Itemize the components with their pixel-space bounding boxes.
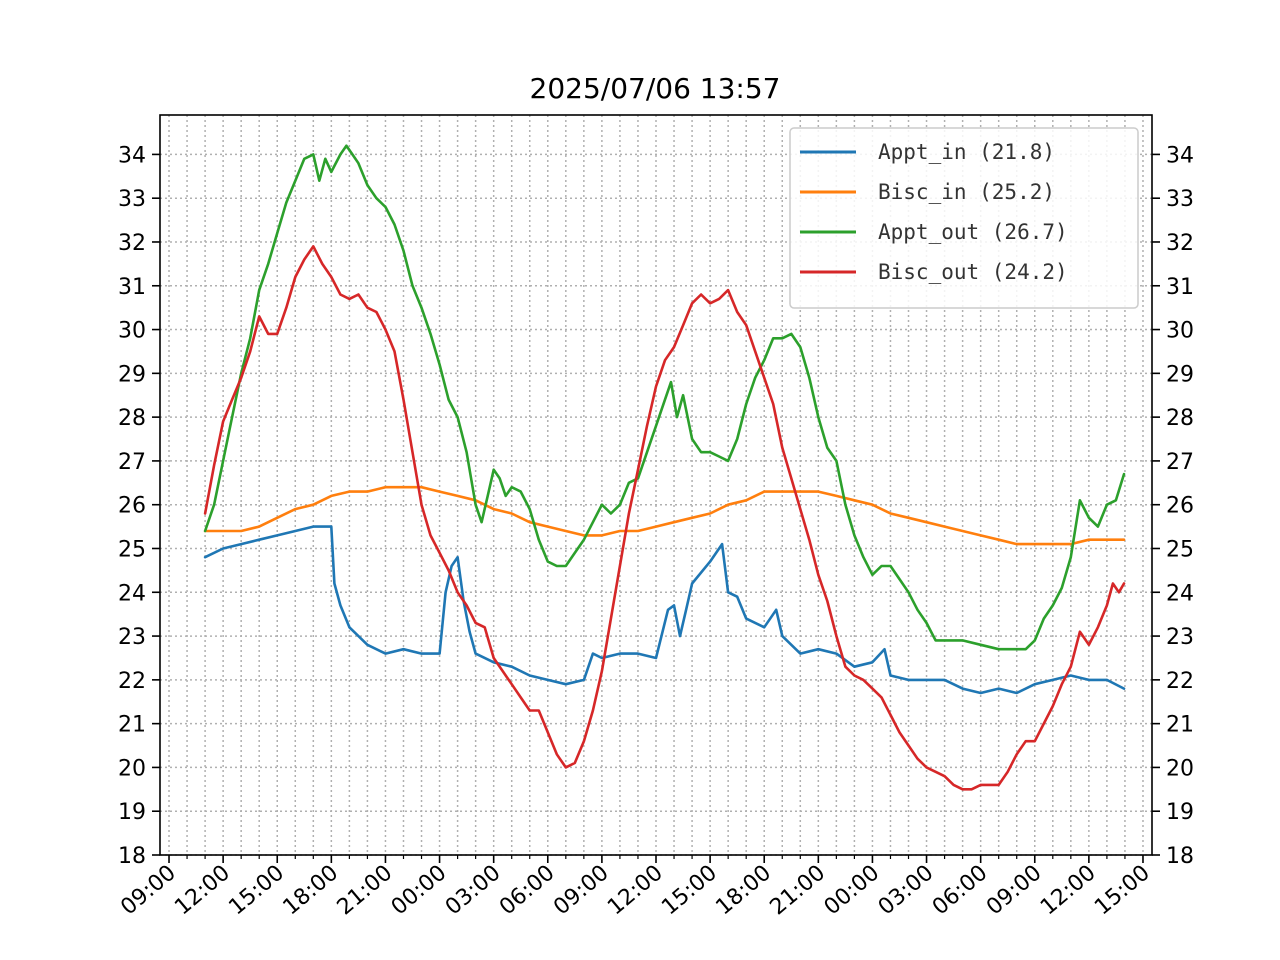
chart-title: 2025/07/06 13:57	[530, 72, 781, 105]
y-tick-label-right: 28	[1166, 406, 1194, 431]
y-tick-label-left: 22	[118, 669, 146, 694]
x-tick-label: 12:00	[603, 860, 668, 920]
y-tick-label-right: 34	[1166, 143, 1194, 168]
y-tick-label-right: 21	[1166, 713, 1194, 738]
x-tick-label: 12:00	[1036, 860, 1101, 920]
series-layer	[203, 144, 1126, 791]
x-tick-label: 03:00	[874, 860, 939, 920]
y-tick-label-left: 25	[118, 537, 146, 562]
y-tick-label-right: 23	[1166, 625, 1194, 650]
x-tick-label: 12:00	[170, 860, 235, 920]
legend-label-4: Bisc_out (24.2)	[878, 260, 1068, 284]
y-tick-label-left: 31	[118, 275, 146, 300]
legend-label-2: Bisc_in (25.2)	[878, 180, 1055, 204]
y-tick-label-right: 33	[1166, 187, 1194, 212]
y-tick-label-left: 27	[118, 450, 146, 475]
x-tick-label: 09:00	[549, 860, 614, 920]
series-line-4	[203, 245, 1126, 791]
y-tick-label-left: 26	[118, 494, 146, 519]
x-axis: 09:0012:0015:0018:0021:0000:0003:0006:00…	[116, 855, 1155, 920]
y-tick-label-right: 31	[1166, 275, 1194, 300]
y-tick-label-left: 28	[118, 406, 146, 431]
y-tick-label-right: 24	[1166, 581, 1194, 606]
y-tick-label-left: 24	[118, 581, 146, 606]
y-tick-label-right: 27	[1166, 450, 1194, 475]
y-axis-right: 18 19 20 21 22 23 24 25 26 27 28 29 30 31 32 33 34	[1152, 143, 1194, 869]
series-line-1	[203, 525, 1126, 695]
x-tick-label: 21:00	[333, 860, 398, 920]
x-tick-label: 18:00	[279, 860, 344, 920]
y-tick-label-right: 29	[1166, 362, 1194, 387]
legend-label-3: Appt_out (26.7)	[878, 220, 1068, 244]
legend-label-1: Appt_in (21.8)	[878, 140, 1055, 164]
y-tick-label-left: 33	[118, 187, 146, 212]
x-tick-label: 09:00	[116, 860, 181, 920]
y-tick-label-right: 22	[1166, 669, 1194, 694]
x-tick-label: 18:00	[711, 860, 776, 920]
x-tick-label: 15:00	[1090, 860, 1155, 920]
y-tick-label-left: 32	[118, 231, 146, 256]
legend: Appt_in (21.8) Bisc_in (25.2) Appt_out (26…	[789, 127, 1139, 309]
y-tick-label-right: 26	[1166, 494, 1194, 519]
y-tick-label-right: 20	[1166, 756, 1194, 781]
x-tick-label: 15:00	[657, 860, 722, 920]
x-tick-label: 06:00	[495, 860, 560, 920]
x-tick-label: 06:00	[928, 860, 993, 920]
x-tick-label: 00:00	[820, 860, 885, 920]
y-axis-left: 18 19 20 21 22 23 24 25 26 27 28 29 30 31 32 33 34	[118, 143, 160, 869]
y-tick-label-left: 18	[118, 844, 146, 869]
x-tick-label: 15:00	[224, 860, 289, 920]
y-tick-label-left: 19	[118, 800, 146, 825]
y-tick-label-left: 21	[118, 713, 146, 738]
y-tick-label-left: 23	[118, 625, 146, 650]
y-tick-label-right: 30	[1166, 319, 1194, 344]
y-tick-label-left: 29	[118, 362, 146, 387]
series-line-3	[203, 144, 1126, 651]
y-tick-label-right: 32	[1166, 231, 1194, 256]
series-line-2	[203, 485, 1126, 546]
x-tick-label: 21:00	[766, 860, 831, 920]
y-tick-label-right: 18	[1166, 844, 1194, 869]
x-tick-label: 09:00	[982, 860, 1047, 920]
y-tick-label-left: 20	[118, 756, 146, 781]
y-tick-label-right: 25	[1166, 537, 1194, 562]
y-tick-label-left: 34	[118, 143, 146, 168]
y-tick-label-right: 19	[1166, 800, 1194, 825]
x-tick-label: 00:00	[387, 860, 452, 920]
legend-box	[789, 127, 1139, 309]
y-tick-label-left: 30	[118, 319, 146, 344]
x-tick-label: 03:00	[441, 860, 506, 920]
